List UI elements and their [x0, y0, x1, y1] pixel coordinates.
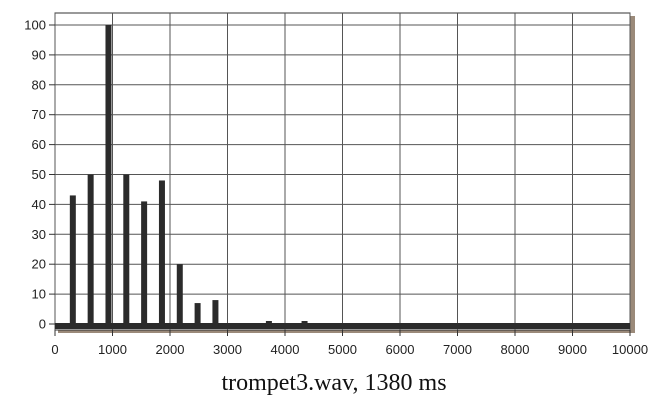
x-tick-label: 8000 [501, 342, 530, 357]
grid-lines [54, 13, 631, 330]
y-tick-label: 10 [32, 287, 46, 302]
bar [158, 180, 165, 327]
spectrum-chart: 0 1000 2000 3000 4000 5000 6000 7000 8000 9000 100… [24, 12, 648, 357]
y-tick-label: 90 [32, 47, 46, 62]
y-tick-label: 80 [32, 77, 46, 92]
bar [265, 321, 272, 327]
bar [123, 174, 130, 327]
x-tick-label: 0 [51, 342, 58, 357]
x-tick-label: 6000 [386, 342, 415, 357]
y-tick-label: 40 [32, 197, 46, 212]
y-tick-label: 50 [32, 167, 46, 182]
bar [176, 264, 183, 327]
x-tick-label: 1000 [98, 342, 127, 357]
y-tick-label: 70 [32, 107, 46, 122]
x-tick-label: 2000 [156, 342, 185, 357]
chart-title: trompet3.wav, 1380 ms [221, 370, 447, 396]
bar [301, 321, 308, 327]
y-tick-label: 100 [24, 18, 46, 33]
x-tick-label: 10000 [612, 342, 648, 357]
bar-series [55, 25, 630, 329]
bar [141, 201, 148, 327]
y-axis-ticks: 0 10 20 30 40 50 60 70 80 90 100 [24, 18, 55, 332]
x-tick-label: 5000 [328, 342, 357, 357]
y-tick-label: 30 [32, 227, 46, 242]
bar [69, 195, 76, 327]
y-tick-label: 0 [39, 317, 46, 332]
x-tick-label: 7000 [443, 342, 472, 357]
x-axis-ticks: 0 1000 2000 3000 4000 5000 6000 7000 8000 9000 100… [51, 330, 648, 357]
bar [194, 303, 201, 327]
bar [105, 25, 112, 327]
x-tick-label: 4000 [271, 342, 300, 357]
bar [87, 174, 94, 327]
x-tick-label: 9000 [558, 342, 587, 357]
y-tick-label: 20 [32, 257, 46, 272]
x-tick-label: 3000 [213, 342, 242, 357]
baseline-band [55, 323, 630, 329]
bar [212, 300, 219, 327]
y-tick-label: 60 [32, 137, 46, 152]
